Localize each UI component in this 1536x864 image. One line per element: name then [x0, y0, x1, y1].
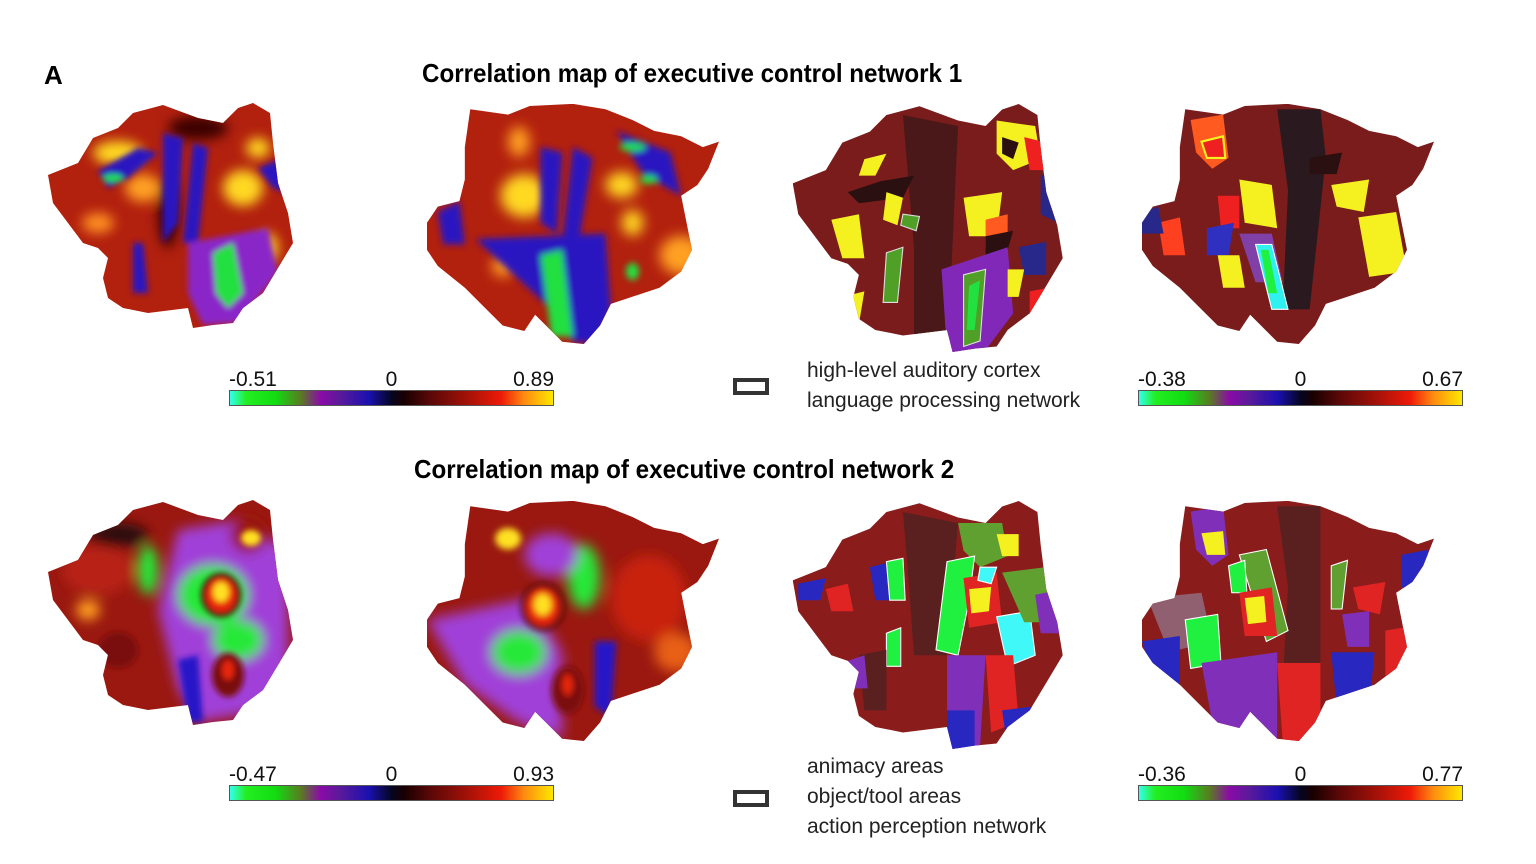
colorbar-min-label: -0.38 — [1138, 368, 1186, 391]
colorbar-max-label: 0.67 — [1422, 368, 1463, 391]
colorbar-min-label: -0.36 — [1138, 763, 1186, 786]
row2-rh-continuous-flatmap — [426, 500, 720, 741]
row1-title: Correlation map of executive control net… — [422, 58, 963, 88]
legend-line: language processing network — [807, 389, 1081, 412]
legend-line: action perception network — [807, 815, 1047, 838]
colorbar-min-label: -0.47 — [229, 763, 277, 786]
row2-lh-continuous-flatmap — [48, 500, 293, 725]
legend-line: high-level auditory cortex — [807, 359, 1041, 382]
outline-legend-swatch — [733, 790, 769, 807]
colorbar-zero-label: 0 — [1294, 763, 1307, 786]
row1-rh-parcel-flatmap — [1141, 103, 1435, 344]
colorbar-max-label: 0.77 — [1422, 763, 1463, 786]
row2-left-colorbar: -0.47 0 0.93 — [229, 763, 554, 801]
row1-legend: high-level auditory cortex language proc… — [807, 356, 1080, 416]
colorbar-max-label: 0.93 — [513, 763, 554, 786]
panel-label: A — [44, 60, 63, 90]
colorbar-min-label: -0.51 — [229, 368, 277, 391]
colorbar-zero-label: 0 — [385, 368, 398, 391]
colorbar-zero-label: 0 — [1294, 368, 1307, 391]
colorbar-gradient — [229, 390, 554, 406]
row1-left-colorbar: -0.51 0 0.89 — [229, 368, 554, 406]
row2-legend: animacy areas object/tool areas action p… — [807, 752, 1046, 842]
colorbar-zero-label: 0 — [385, 763, 398, 786]
row2-title: Correlation map of executive control net… — [414, 454, 955, 484]
colorbar-gradient — [229, 785, 554, 801]
colorbar-gradient — [1138, 785, 1463, 801]
colorbar-max-label: 0.89 — [513, 368, 554, 391]
row1-lh-parcel-flatmap — [792, 104, 1063, 352]
legend-line: animacy areas — [807, 755, 944, 778]
row1-rh-continuous-flatmap — [426, 103, 720, 344]
row1-lh-continuous-flatmap — [48, 103, 293, 328]
row2-rh-parcel-flatmap — [1141, 500, 1435, 741]
row1-right-colorbar: -0.38 0 0.67 — [1138, 368, 1463, 406]
row2-lh-parcel-flatmap — [792, 501, 1063, 749]
legend-line: object/tool areas — [807, 785, 962, 808]
colorbar-gradient — [1138, 390, 1463, 406]
row2-right-colorbar: -0.36 0 0.77 — [1138, 763, 1463, 801]
outline-legend-swatch — [733, 378, 769, 395]
